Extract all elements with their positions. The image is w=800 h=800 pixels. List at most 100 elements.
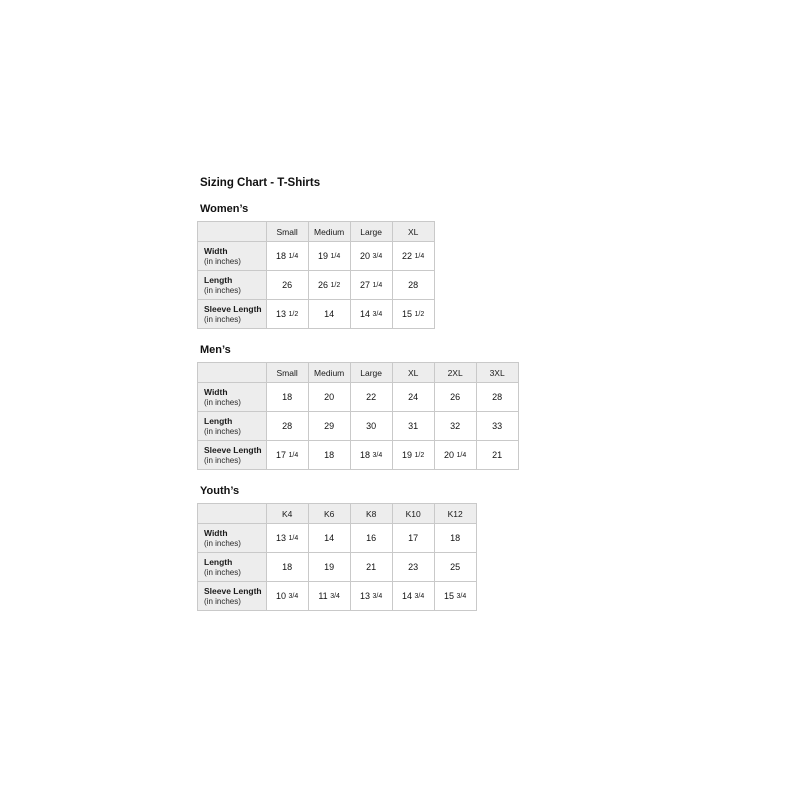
size-value-cell: 18 — [307, 440, 351, 470]
size-value-cell: 28 — [391, 270, 435, 300]
corner-cell — [197, 362, 267, 383]
fraction: 1/2 — [414, 311, 425, 318]
fraction: 3/4 — [288, 593, 299, 600]
header-row: Small Medium Large XL 2XL 3XL — [197, 362, 519, 383]
fraction: 1/4 — [330, 253, 341, 260]
row-sublabel: (in inches) — [204, 256, 241, 266]
table-row: Width (in inches) 18 20 22 24 26 28 — [197, 382, 519, 412]
row-label: Width — [204, 527, 228, 538]
fraction: 1/4 — [414, 253, 425, 260]
header-row: Small Medium Large XL — [197, 221, 435, 242]
row-sublabel: (in inches) — [204, 538, 241, 548]
size-value-cell: 13 1/2 — [265, 299, 309, 329]
size-value-cell: 30 — [349, 411, 393, 441]
column-header: Medium — [307, 221, 351, 242]
row-label: Sleeve Length — [204, 444, 262, 455]
size-value-cell: 29 — [307, 411, 351, 441]
size-value-cell: 10 3/4 — [265, 581, 309, 611]
size-value-cell: 14 3/4 — [391, 581, 435, 611]
fraction: 1/2 — [288, 311, 299, 318]
column-header: Medium — [307, 362, 351, 383]
fraction: 1/4 — [372, 282, 383, 289]
column-header: K4 — [265, 503, 309, 524]
header-row: K4 K6 K8 K10 K12 — [197, 503, 477, 524]
row-label: Length — [204, 556, 233, 567]
row-sublabel: (in inches) — [204, 455, 241, 465]
row-sublabel: (in inches) — [204, 285, 241, 295]
size-value-cell: 14 3/4 — [349, 299, 393, 329]
row-label: Sleeve Length — [204, 585, 262, 596]
size-value-cell: 19 — [307, 552, 351, 582]
row-header: Sleeve Length (in inches) — [197, 581, 267, 611]
size-value-cell: 18 — [265, 552, 309, 582]
size-value-cell: 22 1/4 — [391, 241, 435, 271]
row-header: Width (in inches) — [197, 382, 267, 412]
fraction: 3/4 — [330, 593, 340, 600]
column-header: K6 — [307, 503, 351, 524]
fraction: 1/4 — [288, 452, 299, 459]
fraction: 3/4 — [372, 593, 383, 600]
column-header: K12 — [433, 503, 477, 524]
section-heading: Youth’s — [200, 485, 240, 497]
size-value-cell: 17 1/4 — [265, 440, 309, 470]
size-section: Men’s Small Medium Large XL 2XL 3XL Width (in in… — [197, 344, 519, 470]
row-sublabel: (in inches) — [204, 567, 241, 577]
row-label: Length — [204, 415, 233, 426]
size-value-cell: 13 1/4 — [265, 523, 309, 553]
size-value-cell: 22 — [349, 382, 393, 412]
size-value-cell: 15 1/2 — [391, 299, 435, 329]
size-value-cell: 26 — [265, 270, 309, 300]
size-value-cell: 20 — [307, 382, 351, 412]
table-row: Sleeve Length (in inches) 13 1/2 14 14 3/4 15… — [197, 299, 435, 329]
size-value-cell: 28 — [265, 411, 309, 441]
row-label: Sleeve Length — [204, 303, 262, 314]
size-value-cell: 23 — [391, 552, 435, 582]
fraction: 3/4 — [456, 593, 467, 600]
size-value-cell: 18 — [265, 382, 309, 412]
fraction: 1/4 — [288, 535, 299, 542]
table-row: Length (in inches) 18 19 21 23 25 — [197, 552, 477, 582]
sections-container: Women’s Small Medium Large XL Width (in inches… — [197, 203, 519, 611]
column-header: Small — [265, 362, 309, 383]
size-section: Youth’s K4 K6 K8 K10 K12 Width (in inches) 13 1/… — [197, 485, 519, 611]
size-value-cell: 18 3/4 — [349, 440, 393, 470]
size-value-cell: 20 1/4 — [433, 440, 477, 470]
size-table: K4 K6 K8 K10 K12 Width (in inches) 13 1/4 14 16 17… — [197, 503, 477, 611]
column-header: 3XL — [475, 362, 519, 383]
size-table: Small Medium Large XL Width (in inches) 18 1/4… — [197, 221, 435, 329]
size-table: Small Medium Large XL 2XL 3XL Width (in inches)… — [197, 362, 519, 470]
row-header: Width (in inches) — [197, 241, 267, 271]
page-title: Sizing Chart - T-Shirts — [200, 177, 321, 189]
size-value-cell: 11 3/4 — [307, 581, 351, 611]
section-heading: Women’s — [200, 203, 249, 215]
size-value-cell: 14 — [307, 299, 351, 329]
row-header: Length (in inches) — [197, 270, 267, 300]
column-header: XL — [391, 362, 435, 383]
size-value-cell: 33 — [475, 411, 519, 441]
size-section: Women’s Small Medium Large XL Width (in inches… — [197, 203, 519, 329]
row-sublabel: (in inches) — [204, 426, 241, 436]
row-label: Length — [204, 274, 233, 285]
size-value-cell: 18 — [433, 523, 477, 553]
size-value-cell: 31 — [391, 411, 435, 441]
row-label: Width — [204, 386, 228, 397]
section-heading: Men’s — [200, 344, 231, 356]
size-value-cell: 13 3/4 — [349, 581, 393, 611]
size-value-cell: 19 1/4 — [307, 241, 351, 271]
fraction: 3/4 — [414, 593, 425, 600]
row-sublabel: (in inches) — [204, 596, 241, 606]
fraction: 1/4 — [456, 452, 467, 459]
size-value-cell: 15 3/4 — [433, 581, 477, 611]
fraction: 1/4 — [288, 253, 299, 260]
table-row: Length (in inches) 26 26 1/2 27 1/4 28 — [197, 270, 435, 300]
fraction: 3/4 — [372, 311, 383, 318]
row-label: Width — [204, 245, 228, 256]
size-value-cell: 21 — [349, 552, 393, 582]
size-value-cell: 32 — [433, 411, 477, 441]
size-value-cell: 24 — [391, 382, 435, 412]
table-row: Sleeve Length (in inches) 10 3/4 11 3/4 13 3… — [197, 581, 477, 611]
column-header: Large — [349, 362, 393, 383]
size-value-cell: 25 — [433, 552, 477, 582]
sizing-chart-content: Sizing Chart - T-Shirts Women’s Small Medi… — [197, 177, 519, 626]
corner-cell — [197, 221, 267, 242]
